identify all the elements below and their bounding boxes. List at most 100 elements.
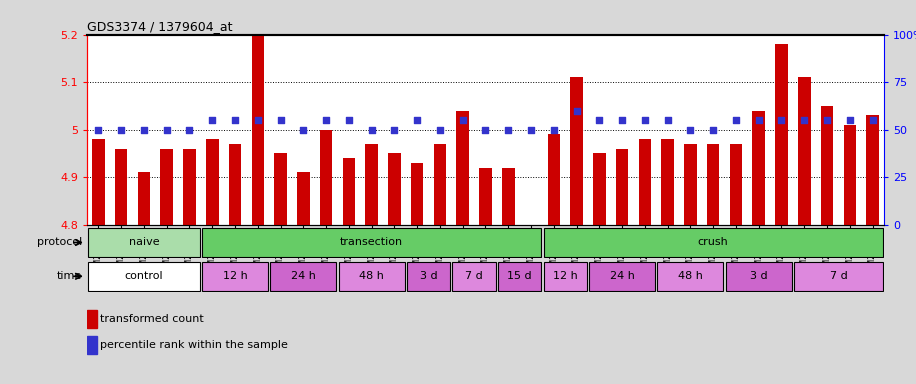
Point <box>342 117 356 123</box>
Point <box>547 126 562 132</box>
Bar <box>88 262 200 291</box>
Point <box>638 117 652 123</box>
Bar <box>730 144 742 225</box>
Text: GDS3374 / 1379604_at: GDS3374 / 1379604_at <box>87 20 233 33</box>
Bar <box>206 139 219 225</box>
Point <box>501 126 516 132</box>
Point <box>820 117 834 123</box>
Text: 3 d: 3 d <box>750 271 768 281</box>
Point <box>728 117 743 123</box>
Bar <box>93 139 104 225</box>
Bar <box>638 139 651 225</box>
Bar <box>87 336 97 354</box>
Point <box>683 126 698 132</box>
Text: 7 d: 7 d <box>465 271 483 281</box>
Bar <box>270 262 336 291</box>
Point <box>797 117 812 123</box>
Point <box>455 117 470 123</box>
Bar <box>498 262 541 291</box>
Point <box>843 117 857 123</box>
Point <box>114 126 128 132</box>
Point <box>250 117 265 123</box>
Bar <box>453 262 496 291</box>
Bar <box>593 153 605 225</box>
Point <box>478 126 493 132</box>
Point <box>432 126 447 132</box>
Bar <box>433 144 446 225</box>
Text: naive: naive <box>128 237 159 248</box>
Bar <box>798 77 811 225</box>
Point <box>387 126 402 132</box>
Bar <box>616 149 628 225</box>
Bar <box>456 111 469 225</box>
Point <box>592 117 606 123</box>
Point <box>182 126 197 132</box>
Bar <box>794 262 883 291</box>
Bar <box>725 262 791 291</box>
Point <box>615 117 629 123</box>
Bar <box>752 111 765 225</box>
Text: transformed count: transformed count <box>100 314 203 324</box>
Bar <box>844 125 856 225</box>
Bar <box>202 228 541 257</box>
Bar <box>87 310 97 328</box>
Point <box>774 117 789 123</box>
Text: 3 d: 3 d <box>420 271 437 281</box>
Text: 24 h: 24 h <box>610 271 635 281</box>
Point <box>136 126 151 132</box>
Text: 24 h: 24 h <box>291 271 316 281</box>
Bar <box>502 167 515 225</box>
Point <box>365 126 379 132</box>
Bar <box>543 262 587 291</box>
Bar <box>252 35 264 225</box>
Point <box>866 117 880 123</box>
Bar <box>388 153 400 225</box>
Point <box>569 108 583 114</box>
Point <box>228 117 243 123</box>
Text: crush: crush <box>698 237 728 248</box>
Bar <box>479 167 492 225</box>
Bar <box>183 149 196 225</box>
Bar <box>821 106 834 225</box>
Bar <box>867 115 878 225</box>
Point <box>409 117 424 123</box>
Bar <box>543 228 883 257</box>
Bar <box>658 262 724 291</box>
Bar <box>229 144 241 225</box>
Bar <box>339 262 405 291</box>
Text: protocol: protocol <box>38 237 82 248</box>
Point <box>660 117 675 123</box>
Text: percentile rank within the sample: percentile rank within the sample <box>100 340 288 350</box>
Text: control: control <box>125 271 163 281</box>
Text: 15 d: 15 d <box>507 271 532 281</box>
Bar <box>411 163 423 225</box>
Point <box>159 126 174 132</box>
Text: 48 h: 48 h <box>678 271 703 281</box>
Bar <box>707 144 719 225</box>
Bar <box>571 77 583 225</box>
Text: 7 d: 7 d <box>830 271 847 281</box>
Bar <box>137 172 150 225</box>
Bar <box>320 129 333 225</box>
Point <box>91 126 105 132</box>
Point <box>524 126 539 132</box>
Point <box>706 126 721 132</box>
Text: time: time <box>57 271 82 281</box>
Bar <box>343 158 355 225</box>
Bar <box>365 144 378 225</box>
Bar <box>297 172 310 225</box>
Bar <box>88 228 200 257</box>
Point <box>751 117 766 123</box>
Text: 48 h: 48 h <box>359 271 384 281</box>
Point <box>273 117 288 123</box>
Bar <box>160 149 173 225</box>
Bar <box>661 139 674 225</box>
Text: 12 h: 12 h <box>552 271 578 281</box>
Text: transection: transection <box>340 237 403 248</box>
Point <box>296 126 311 132</box>
Text: 12 h: 12 h <box>223 271 247 281</box>
Point <box>205 117 220 123</box>
Bar <box>274 153 287 225</box>
Bar <box>202 262 268 291</box>
Bar <box>114 149 127 225</box>
